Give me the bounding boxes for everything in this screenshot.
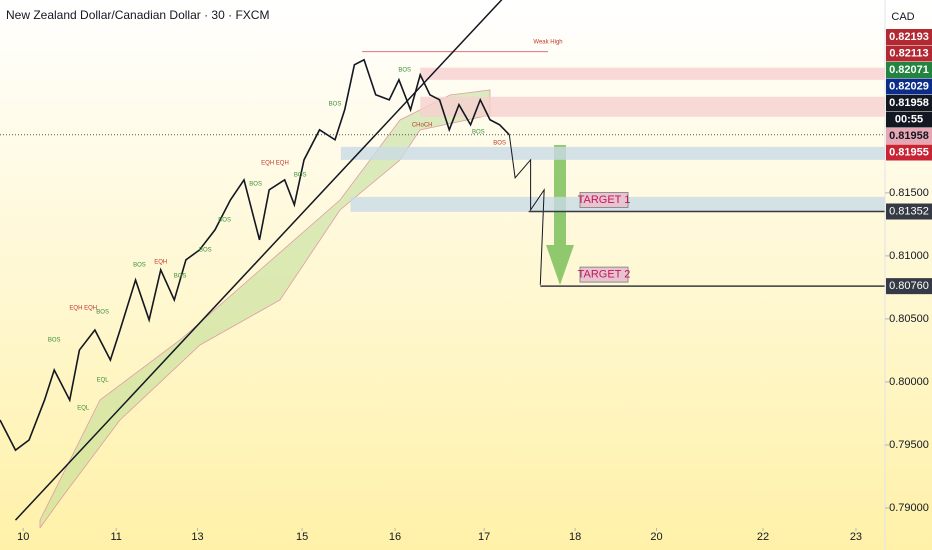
annotation: EQH [154,260,167,266]
price-tag [886,29,932,45]
price-tag-label: 0.82071 [889,64,929,76]
annotation: EQL [97,377,110,383]
annotation: BOS [48,338,61,344]
price-tag [886,111,932,128]
zone [420,67,885,80]
x-tick-label: 18 [569,531,581,543]
target-tag [886,203,932,220]
price-line [508,134,545,285]
annotation: BOS [398,67,411,73]
price-tag-label: 0.82029 [889,80,929,92]
x-tick-label: 10 [17,531,29,543]
annotation: BOS [294,172,307,178]
price-tag-label: 0.81955 [889,146,929,158]
x-tick-label: 16 [389,531,401,543]
x-tick-label: 17 [478,531,490,543]
annotation: EQH EQH [261,160,289,166]
y-tick-label: 0.81500 [889,187,929,199]
price-tag-label: 0.81958 [889,130,929,142]
annotation: BOS [493,140,506,146]
zone [340,146,885,160]
price-tag [886,45,932,62]
target-box [579,192,629,209]
annotation: EQL [77,406,90,412]
plot-area: BOSBOSBOSBOSBOSBOSBOSBOSBOSBOSBOSBOSEQH … [0,0,885,528]
zone [420,96,885,117]
price-tag-label: 0.82113 [889,47,928,59]
price-tag [886,128,932,144]
target-label: TARGET 2 [578,269,631,281]
y-tick-label: 0.80000 [889,376,929,388]
target-label: TARGET 1 [578,194,631,206]
annotation: EQH EQH [69,306,97,312]
x-tick-label: 20 [650,531,662,543]
currency-label: CAD [891,11,914,23]
annotation: CHoCH [412,122,433,128]
trendline [14,0,503,521]
annotation: BOS [199,248,212,254]
annotation: BOS [96,310,109,316]
annotation: BOS [249,181,262,187]
annotation: BOS [218,217,231,223]
y-tick-label: 0.80500 [889,313,929,325]
price-line [0,58,510,452]
cloud [39,89,491,528]
x-tick-label: 13 [191,531,203,543]
target-tag-label: 0.81352 [889,205,929,217]
x-tick-label: 23 [850,531,862,543]
annotation: BOS [472,129,485,135]
price-tag [886,78,932,95]
target-box [579,266,629,283]
x-tick-label: 15 [296,531,308,543]
y-tick-label: 0.81000 [889,250,929,262]
x-tick-label: 22 [757,531,769,543]
annotation: Weak High [533,39,562,45]
annotation: BOS [174,274,187,280]
price-tag-label: 0.81958 [889,97,929,109]
arrow [546,145,574,285]
price-tag-label: 0.82193 [889,31,929,43]
y-tick-label: 0.79500 [889,439,929,451]
price-tag [886,144,932,161]
y-tick-label: 0.79000 [889,502,929,514]
target-tag [886,278,932,295]
x-tick-label: 11 [110,531,121,543]
price-tag-label: 00:55 [895,113,923,125]
price-tag [886,62,932,78]
chart-title: New Zealand Dollar/Canadian Dollar · 30 … [6,8,269,22]
annotation: BOS [329,101,342,107]
target-tag-label: 0.80760 [889,280,929,292]
price-tag [886,95,932,111]
annotation: BOS [133,263,146,269]
